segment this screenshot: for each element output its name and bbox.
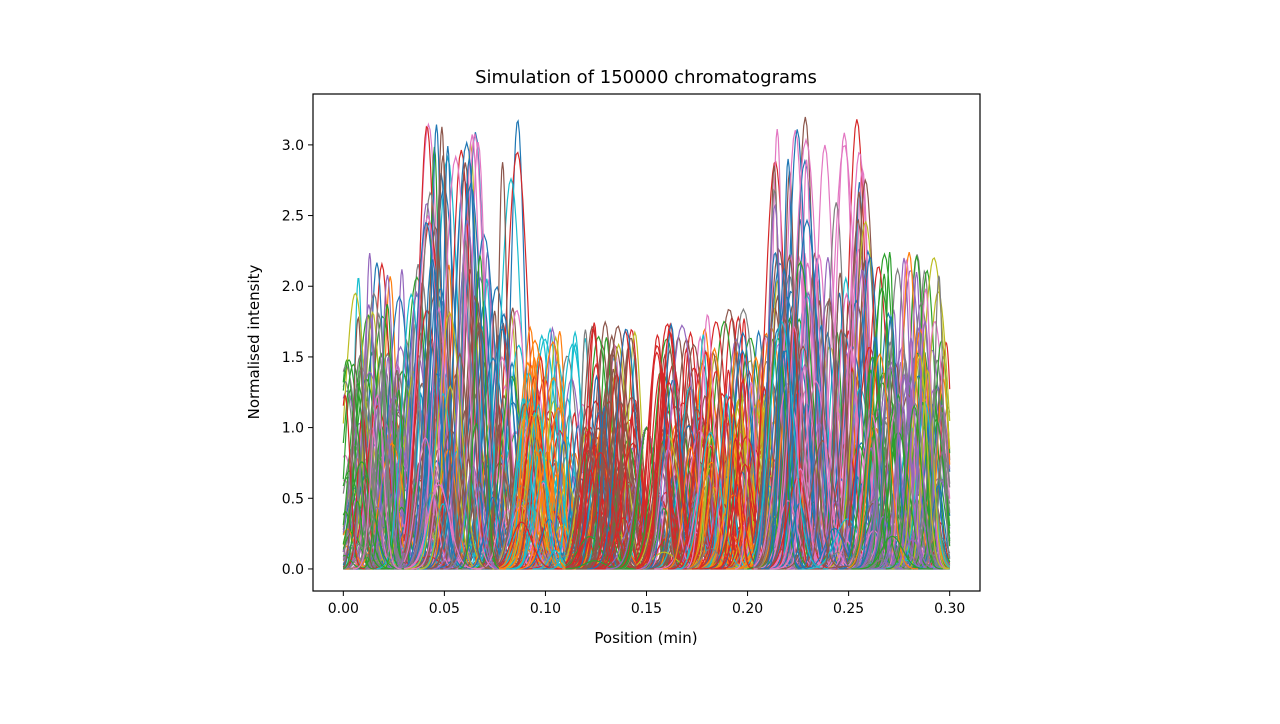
y-tick-label: 1.5 <box>282 350 304 366</box>
x-tick-label: 0.10 <box>530 601 561 617</box>
y-tick-label: 3.0 <box>282 138 304 154</box>
x-tick-label: 0.05 <box>429 601 460 617</box>
y-tick-label: 2.5 <box>282 209 304 225</box>
x-tick-label: 0.30 <box>934 601 965 617</box>
x-tick-label: 0.00 <box>328 601 359 617</box>
y-axis-label: Normalised intensity <box>245 264 263 419</box>
chart-title: Simulation of 150000 chromatograms <box>475 67 817 88</box>
y-tick-label: 0.0 <box>282 562 304 578</box>
y-tick-label: 1.0 <box>282 421 304 437</box>
x-axis: 0.00 0.05 0.10 0.15 0.20 0.25 0.30 <box>328 591 966 617</box>
x-axis-label: Position (min) <box>594 629 697 647</box>
y-tick-label: 2.0 <box>282 279 304 295</box>
x-tick-label: 0.25 <box>833 601 864 617</box>
x-tick-label: 0.20 <box>732 601 763 617</box>
y-tick-label: 0.5 <box>282 491 304 507</box>
y-axis: 0.0 0.5 1.0 1.5 2.0 2.5 3.0 <box>282 138 313 578</box>
chromatogram-curves <box>343 117 949 569</box>
x-tick-label: 0.15 <box>631 601 662 617</box>
